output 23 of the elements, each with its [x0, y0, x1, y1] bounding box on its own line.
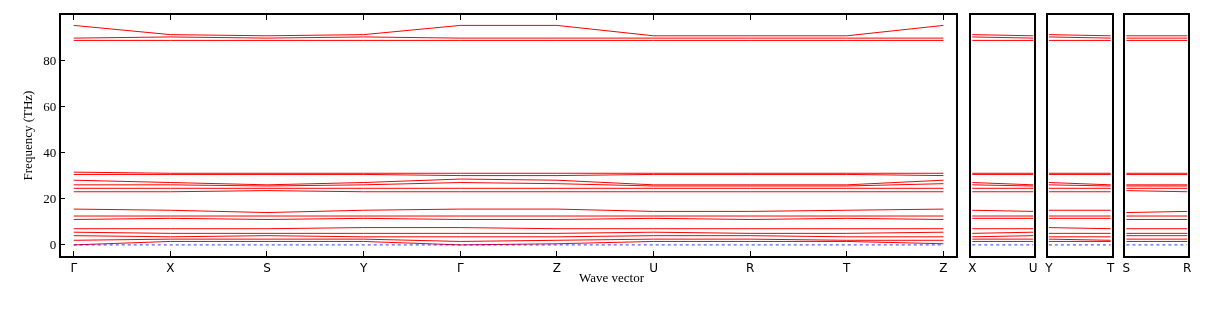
x-tick-label: Y [1044, 261, 1054, 276]
x-tick-label: Γ [70, 261, 78, 276]
x-tick-label: Z [552, 261, 562, 276]
x-tick-label: Z [939, 261, 948, 276]
x-tick-label: R [745, 261, 755, 276]
x-tick-label: Γ [456, 261, 464, 276]
x-tick-label: S [1122, 261, 1131, 276]
x-tick-label: S [263, 261, 271, 276]
y-tick-label: 80 [43, 52, 57, 68]
y-axis-title: Frequency (THz) [19, 90, 35, 181]
x-axis-title: Wave vector [579, 270, 645, 285]
y-tick-label: 0 [49, 237, 57, 253]
y-tick-label: 40 [43, 145, 57, 161]
x-tick-label: T [842, 261, 852, 276]
y-tick-label: 60 [43, 98, 57, 114]
x-tick-label: U [649, 261, 658, 276]
x-tick-label: Y [358, 261, 368, 276]
y-tick-label: 20 [43, 191, 57, 207]
x-tick-label: U [1028, 261, 1038, 276]
x-tick-label: X [968, 261, 977, 276]
x-tick-label: T [1105, 261, 1115, 276]
x-tick-label: R [1183, 261, 1192, 276]
x-tick-label: X [166, 261, 175, 276]
